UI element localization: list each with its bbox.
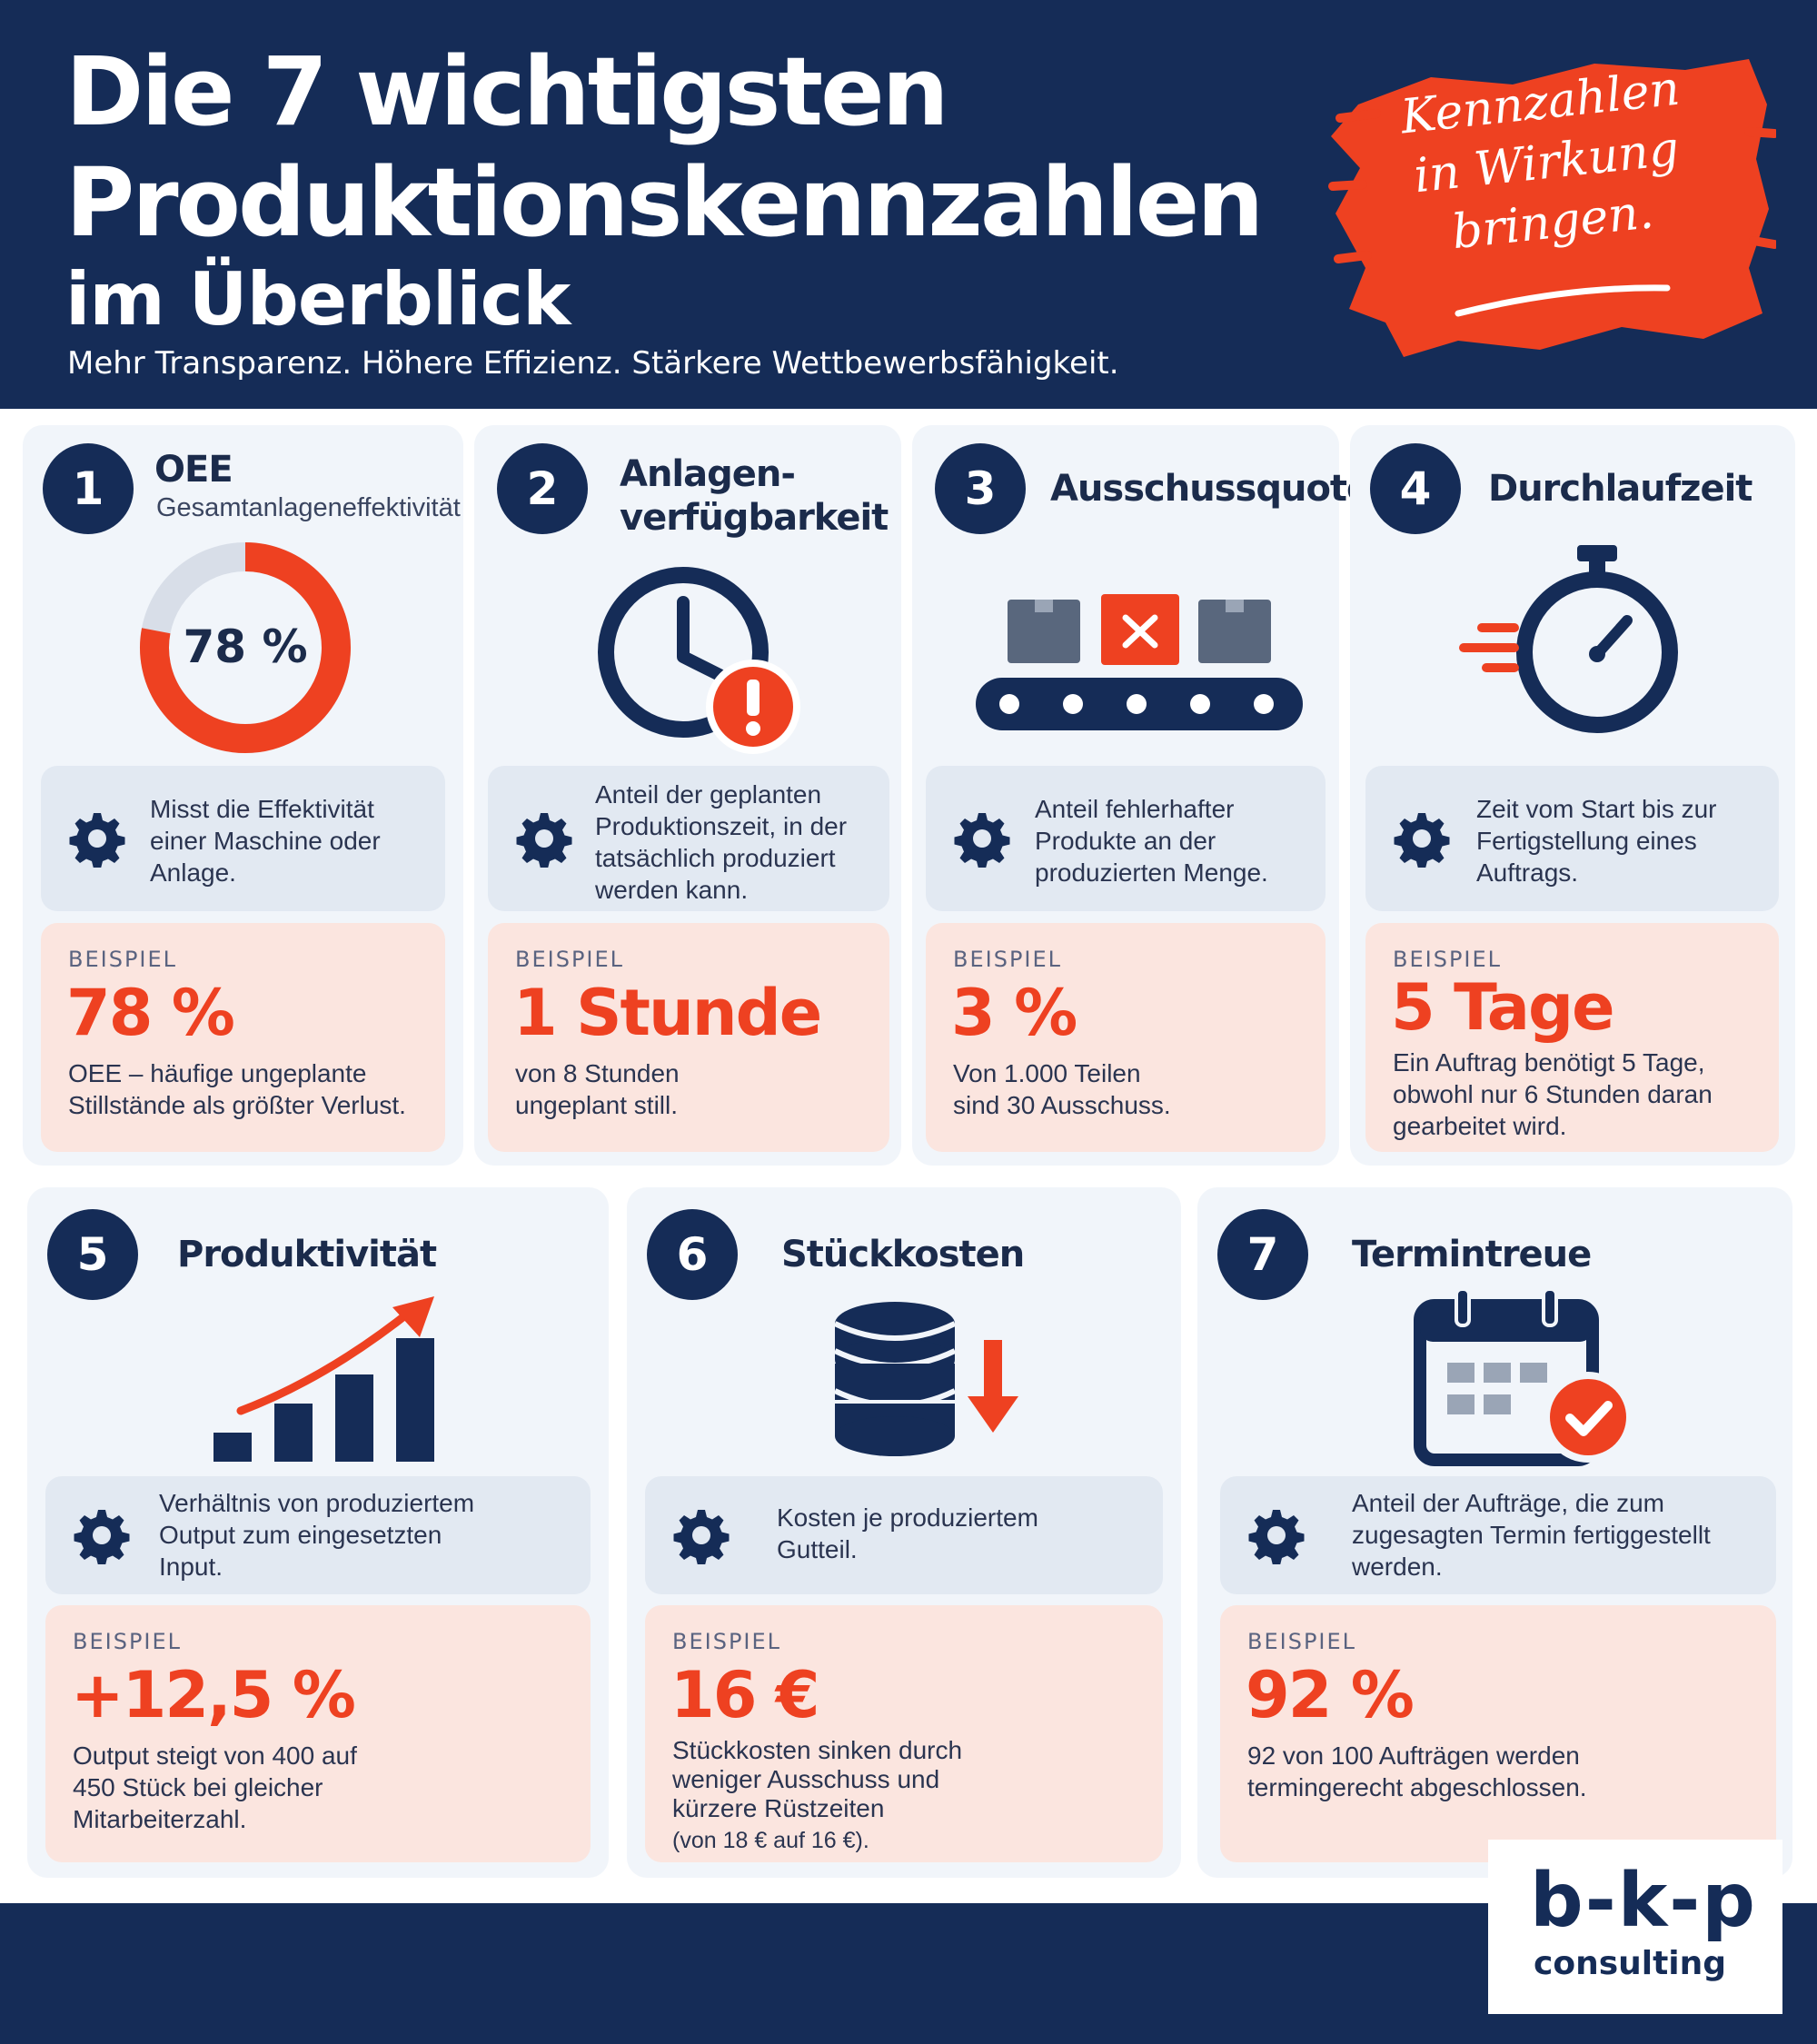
kpi-example-box: BEISPIEL +12,5 % Output steigt von 400 a… bbox=[45, 1605, 591, 1862]
kpi-description-box: Verhältnis von produziertem Output zum e… bbox=[45, 1476, 591, 1594]
kpi-example-box: BEISPIEL 3 % Von 1.000 Teilen sind 30 Au… bbox=[926, 923, 1326, 1152]
example-label: BEISPIEL bbox=[953, 947, 1063, 972]
kpi-title: Anlagen- verfügbarkeit bbox=[620, 453, 889, 539]
example-label: BEISPIEL bbox=[68, 947, 178, 972]
page-title: Die 7 wichtigsten Produktionskennzahlen … bbox=[65, 36, 1264, 342]
example-text: OEE – häufige ungeplante Stillstände als… bbox=[68, 1059, 406, 1119]
example-text: Output steigt von 400 auf 450 Stück bei … bbox=[73, 1741, 357, 1833]
example-value: 5 Tage bbox=[1391, 970, 1615, 1045]
kpi-description: Misst die Effektivität einer Maschine od… bbox=[150, 795, 381, 887]
kpi-card-oee: 1 OEE Gesamtanlageneffektivität 78 % Mis… bbox=[23, 425, 463, 1166]
kpi-description-box: Kosten je produziertem Gutteil. bbox=[645, 1476, 1163, 1594]
title-line-1: Die 7 wichtigsten bbox=[65, 36, 949, 147]
clock-warning-icon bbox=[597, 561, 815, 770]
kpi-example-box: BEISPIEL 78 % OEE – häufige ungeplante S… bbox=[41, 923, 445, 1152]
gear-icon bbox=[673, 1510, 730, 1564]
logo-sub-text: consulting bbox=[1534, 1945, 1727, 1982]
kpi-description-box: Anteil der Aufträge, die zum zugesagten … bbox=[1220, 1476, 1776, 1594]
kpi-number-badge: 6 bbox=[647, 1209, 738, 1300]
kpi-description-box: Zeit vom Start bis zur Fertigstellung ei… bbox=[1365, 766, 1779, 911]
example-text: Von 1.000 Teilen sind 30 Ausschuss. bbox=[953, 1059, 1171, 1119]
kpi-number-badge: 7 bbox=[1217, 1209, 1308, 1300]
brush-stroke-badge-icon bbox=[1328, 59, 1776, 357]
kpi-card-availability: 2 Anlagen- verfügbarkeit Anteil der gepl… bbox=[474, 425, 901, 1166]
gear-icon bbox=[69, 813, 125, 868]
kpi-title: Termintreue bbox=[1352, 1234, 1592, 1275]
kpi-card-unit-cost: 6 Stückkosten Kosten je produziertem Gut… bbox=[627, 1187, 1181, 1878]
example-value: 78 % bbox=[66, 976, 235, 1050]
growth-chart-icon bbox=[191, 1287, 454, 1469]
kpi-number-badge: 1 bbox=[43, 443, 134, 534]
gear-icon bbox=[954, 813, 1010, 868]
example-label: BEISPIEL bbox=[672, 1629, 782, 1654]
example-label: BEISPIEL bbox=[1247, 1629, 1357, 1654]
kpi-description: Anteil der geplanten Produktionszeit, in… bbox=[595, 780, 848, 904]
gear-icon bbox=[74, 1510, 130, 1564]
kpi-number-badge: 3 bbox=[935, 443, 1026, 534]
example-value: 3 % bbox=[951, 976, 1077, 1050]
kpi-example-box: BEISPIEL 16 € Stückkosten sinken durch w… bbox=[645, 1605, 1163, 1862]
kpi-description: Kosten je produziertem Gutteil. bbox=[777, 1503, 1038, 1563]
example-note: (von 18 € auf 16 €). bbox=[672, 1828, 869, 1853]
example-text: Stückkosten sinken durch weniger Ausschu… bbox=[672, 1736, 963, 1822]
page-subtitle: Mehr Transparenz. Höhere Effizienz. Stär… bbox=[67, 345, 1119, 382]
example-value: +12,5 % bbox=[71, 1658, 356, 1732]
example-text: von 8 Stunden ungeplant still. bbox=[515, 1059, 680, 1119]
kpi-example-box: BEISPIEL 92 % 92 von 100 Aufträgen werde… bbox=[1220, 1605, 1776, 1862]
example-value: 1 Stunde bbox=[513, 976, 822, 1050]
gear-icon bbox=[1394, 813, 1450, 868]
gear-icon bbox=[516, 813, 572, 868]
kpi-number-badge: 2 bbox=[497, 443, 588, 534]
donut-chart-icon: 78 % bbox=[136, 539, 354, 757]
kpi-example-box: BEISPIEL 1 Stunde von 8 Stunden ungeplan… bbox=[488, 923, 889, 1152]
gear-icon bbox=[1248, 1510, 1305, 1564]
example-label: BEISPIEL bbox=[515, 947, 625, 972]
stopwatch-icon bbox=[1441, 543, 1713, 743]
kpi-title: Stückkosten bbox=[781, 1234, 1025, 1275]
kpi-description: Zeit vom Start bis zur Fertigstellung ei… bbox=[1476, 795, 1717, 887]
example-label: BEISPIEL bbox=[1393, 947, 1503, 972]
kpi-title: OEE bbox=[154, 449, 233, 491]
example-text: Ein Auftrag benötigt 5 Tage, obwohl nur … bbox=[1393, 1048, 1713, 1140]
kpi-title: Produktivität bbox=[177, 1234, 437, 1275]
example-value: 16 € bbox=[670, 1658, 819, 1732]
gauge-value-label: 78 % bbox=[183, 620, 307, 673]
calendar-check-icon bbox=[1411, 1285, 1647, 1467]
kpi-description-box: Anteil fehlerhafter Produkte an der prod… bbox=[926, 766, 1326, 911]
kpi-card-delivery-reliability: 7 Termintreue Anteil der Aufträge, die z… bbox=[1197, 1187, 1792, 1878]
kpi-description: Anteil der Aufträge, die zum zugesagten … bbox=[1352, 1489, 1711, 1581]
kpi-subtitle: Gesamtanlageneffektivität bbox=[156, 493, 461, 522]
logo-main-text: b-k-p bbox=[1530, 1858, 1757, 1944]
kpi-card-productivity: 5 Produktivität Verhältnis von produzier… bbox=[27, 1187, 609, 1878]
kpi-number-badge: 4 bbox=[1370, 443, 1461, 534]
kpi-example-box: BEISPIEL 5 Tage Ein Auftrag benötigt 5 T… bbox=[1365, 923, 1779, 1152]
kpi-description-box: Anteil der geplanten Produktionszeit, in… bbox=[488, 766, 889, 911]
kpi-card-scrap-rate: 3 Ausschussquote Anteil fehlerhafter Pro… bbox=[912, 425, 1371, 1166]
example-label: BEISPIEL bbox=[73, 1629, 183, 1654]
conveyor-reject-icon bbox=[971, 589, 1307, 734]
title-line-2: Produktionskennzahlen bbox=[65, 147, 1264, 258]
kpi-title: Ausschussquote bbox=[1050, 468, 1371, 510]
kpi-title: Durchlaufzeit bbox=[1488, 468, 1752, 510]
coins-down-icon bbox=[831, 1296, 1031, 1460]
title-line-3: im Überblick bbox=[65, 257, 571, 342]
kpi-description-box: Misst die Effektivität einer Maschine od… bbox=[41, 766, 445, 911]
kpi-number-badge: 5 bbox=[47, 1209, 138, 1300]
kpi-description: Verhältnis von produziertem Output zum e… bbox=[159, 1489, 475, 1581]
kpi-card-lead-time: 4 Durchlaufzeit Zeit vom Start bis zur F… bbox=[1350, 425, 1795, 1166]
company-logo: b-k-p consulting bbox=[1488, 1840, 1782, 2014]
example-text: 92 von 100 Aufträgen werden termingerech… bbox=[1247, 1741, 1587, 1801]
example-value: 92 % bbox=[1246, 1658, 1415, 1732]
badge-text: Kennzahlen in Wirkung bringen. bbox=[1356, 55, 1742, 318]
kpi-description: Anteil fehlerhafter Produkte an der prod… bbox=[1035, 795, 1268, 887]
gauge-fill-arc bbox=[140, 542, 351, 753]
